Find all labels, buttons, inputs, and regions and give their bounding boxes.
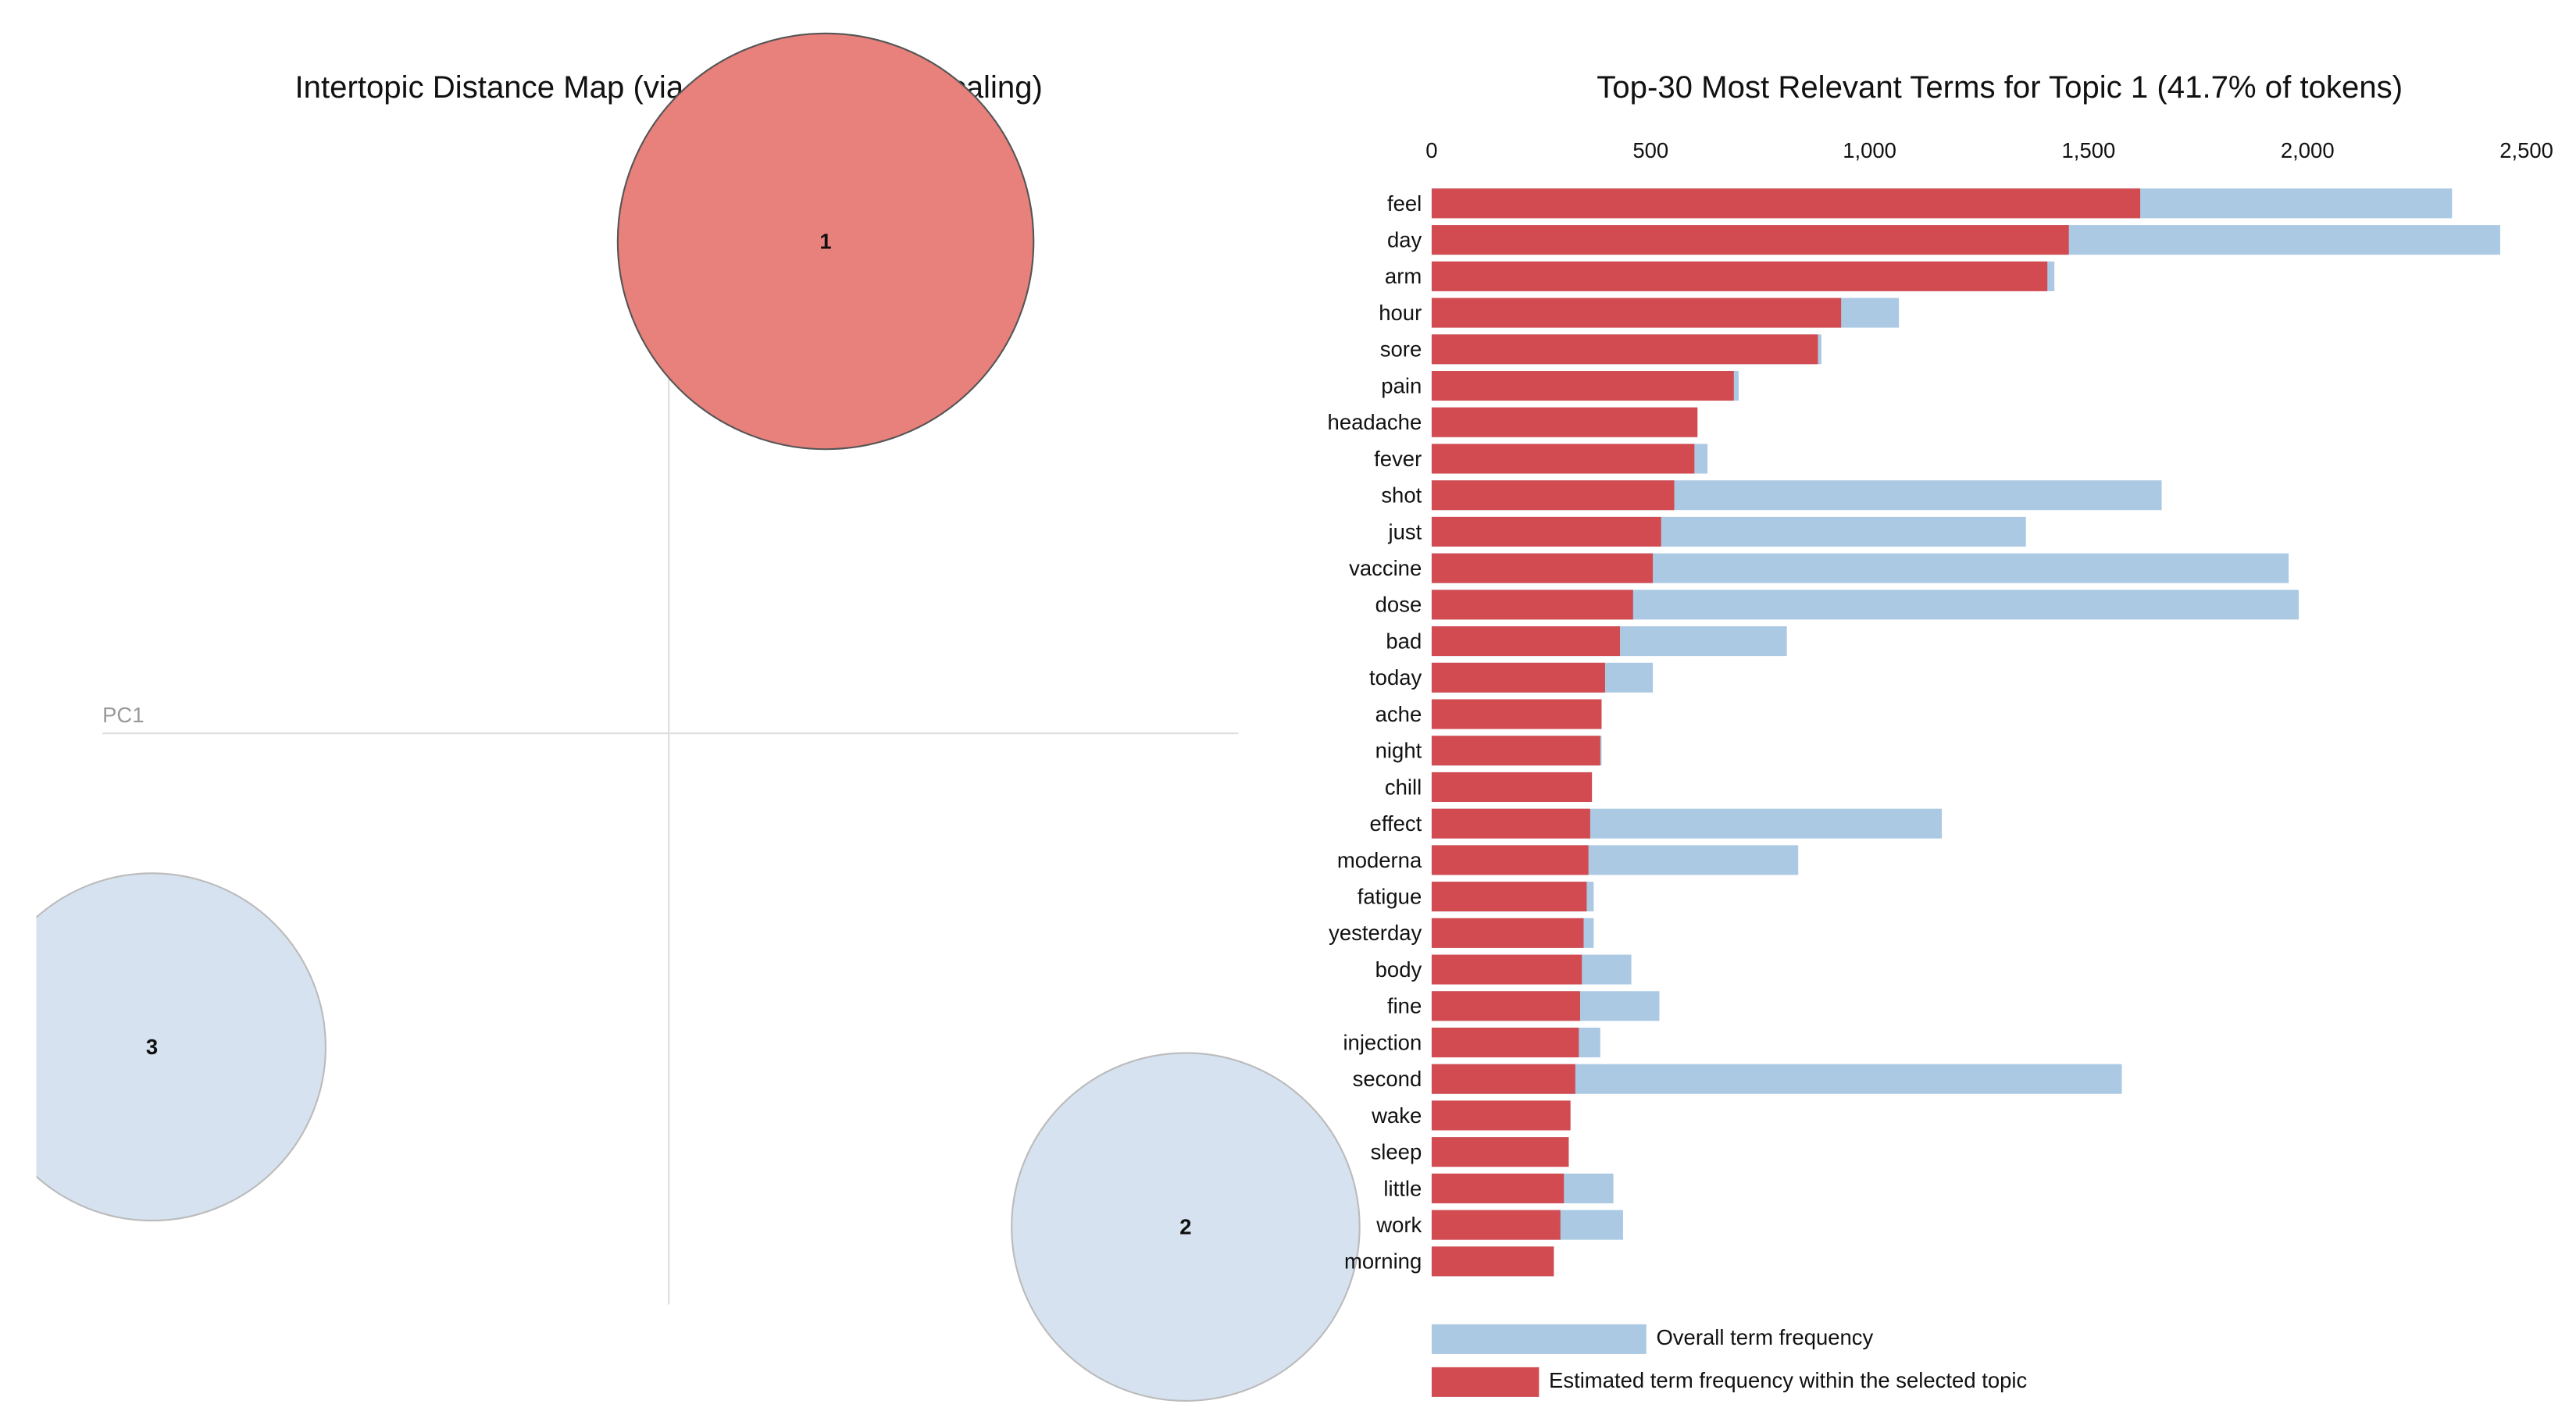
bar [1431, 1027, 1579, 1058]
bar [1431, 882, 1587, 912]
bar [1431, 298, 1842, 328]
y-tick-label: night [1375, 739, 1422, 763]
x-tick-label: 500 [1632, 138, 1668, 162]
y-tick-label: fine [1387, 994, 1422, 1018]
bar [1431, 662, 1605, 693]
bar [1431, 991, 1580, 1021]
x-tick-label: 0 [1425, 138, 1437, 162]
bar-chart: 0 500 1,000 1,500 2,000 2,500 feel day arm hour so… [1328, 138, 2553, 1277]
bar [1431, 772, 1593, 802]
topic-bubble [36, 872, 326, 1222]
legend-label: Overall term frequency [1656, 1325, 1873, 1349]
bar [1431, 334, 1818, 365]
legend: Overall term frequency Estimated term fr… [1431, 1324, 2028, 1397]
y-tick-label: chill [1385, 775, 1422, 799]
bar [1431, 188, 2141, 219]
y-tick-label: just [1387, 519, 1422, 543]
legend-label: Estimated term frequency within the sele… [1549, 1368, 2028, 1392]
y-tick-label: pain [1381, 373, 1422, 397]
bar [1431, 407, 1698, 437]
y-tick-label: fatigue [1358, 885, 1422, 909]
y-tick-label: today [1369, 665, 1422, 690]
y-tick-label: day [1387, 228, 1422, 252]
y-tick-label: vaccine [1349, 556, 1422, 580]
topic-bubble [616, 32, 1035, 451]
bar-title: Top-30 Most Relevant Terms for Topic 1 (… [1597, 69, 2403, 105]
x-tick-label: 2,500 [2499, 138, 2553, 162]
bar [1431, 1100, 1571, 1131]
y-tick-label: second [1353, 1067, 1422, 1091]
y-tick-label: arm [1385, 264, 1422, 288]
bar [1431, 845, 1589, 875]
y-tick-label: wake [1371, 1103, 1422, 1128]
y-tick-label: sore [1380, 337, 1422, 362]
topic-label: 3 [146, 1035, 158, 1059]
y-tick-label: sleep [1371, 1140, 1422, 1164]
x-tick-label: 2,000 [2281, 138, 2335, 162]
legend-swatch [1431, 1324, 1647, 1354]
x-axis-label: PC1 [102, 703, 144, 727]
bar [1431, 626, 1621, 657]
bar [1431, 225, 2069, 255]
y-tick-label: hour [1379, 301, 1422, 325]
y-tick-label: moderna [1337, 848, 1422, 872]
y-tick-label: injection [1343, 1030, 1422, 1054]
bar [1431, 1246, 1554, 1277]
x-tick-label: 1,500 [2062, 138, 2116, 162]
y-tick-label: effect [1370, 811, 1422, 836]
bar [1431, 918, 1584, 948]
y-tick-label: feel [1387, 191, 1422, 216]
y-tick-label: little [1383, 1176, 1422, 1200]
y-tick-label: bad [1386, 629, 1422, 653]
topic-label: 1 [819, 229, 831, 253]
bar [1431, 553, 1654, 583]
bar [1431, 444, 1695, 474]
topic-label: 2 [1179, 1215, 1191, 1239]
y-tick-label: ache [1375, 702, 1422, 726]
x-tick-label: 1,000 [1843, 138, 1896, 162]
bar [1431, 808, 1590, 839]
y-tick-label: fever [1374, 447, 1422, 471]
y-tick-label: headache [1328, 410, 1422, 434]
bar [1431, 480, 1675, 511]
bar [1431, 370, 1734, 401]
legend-swatch [1431, 1367, 1540, 1397]
bar [1431, 954, 1582, 985]
bar [1431, 590, 1633, 620]
y-tick-label: yesterday [1329, 921, 1422, 945]
bar [1431, 699, 1602, 729]
bar [1431, 261, 2048, 291]
bar [1431, 1064, 1575, 1094]
bar [1431, 736, 1600, 766]
bar [1431, 516, 1661, 547]
bar [1431, 1173, 1565, 1203]
y-tick-label: shot [1381, 483, 1422, 508]
bar [1431, 1137, 1569, 1167]
y-tick-label: dose [1375, 593, 1422, 617]
bar [1431, 1210, 1561, 1240]
y-tick-label: morning [1344, 1249, 1422, 1274]
y-tick-label: body [1375, 957, 1422, 982]
y-tick-label: work [1375, 1213, 1422, 1237]
topic-bubble [1011, 1052, 1361, 1402]
distance-map: PC1PC2123 [36, 32, 1361, 1402]
